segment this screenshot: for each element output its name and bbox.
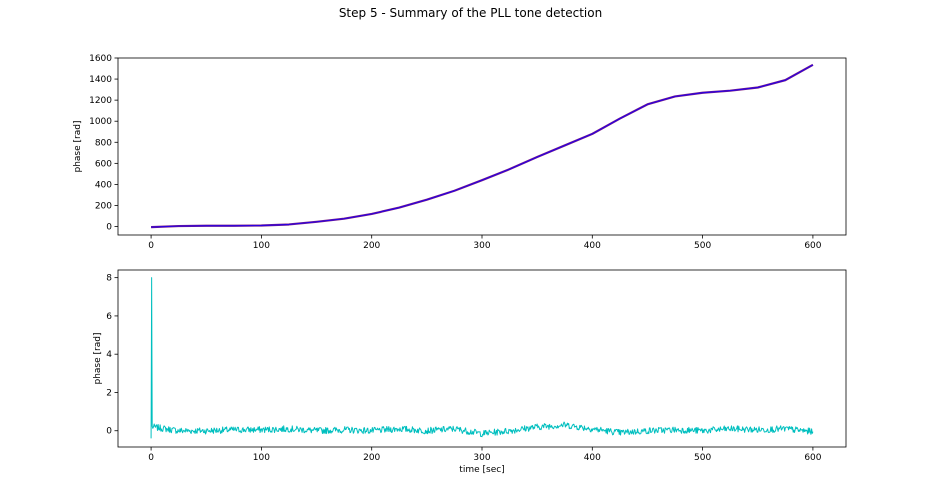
y-tick-label: 400 bbox=[95, 180, 112, 190]
x-tick-label: 100 bbox=[253, 453, 270, 463]
x-tick-label: 100 bbox=[253, 241, 270, 251]
y-tick-label: 1000 bbox=[89, 117, 112, 127]
figure-title: Step 5 - Summary of the PLL tone detecti… bbox=[338, 6, 603, 20]
x-tick-label: 400 bbox=[584, 241, 601, 251]
subplot-1: 0 100 200 300 400 500 600 0 200 400 600 800 1000 1200… bbox=[73, 54, 847, 251]
x-tick-label: 600 bbox=[804, 453, 821, 463]
x-tick-label: 300 bbox=[473, 241, 490, 251]
axes-frame bbox=[117, 57, 847, 236]
subplot-2: 0 100 200 300 400 500 600 0 2 4 6 8 phase [rad] time … bbox=[93, 269, 847, 475]
x-tick-label: 500 bbox=[694, 453, 711, 463]
axes-frame bbox=[117, 269, 847, 448]
y-tick-label: 0 bbox=[106, 223, 112, 233]
y-axis-label: phase [rad] bbox=[93, 333, 103, 385]
y-tick-label: 200 bbox=[95, 202, 112, 212]
y-tick-label: 0 bbox=[106, 427, 112, 437]
x-tick-label: 200 bbox=[363, 241, 380, 251]
x-tick-label: 400 bbox=[584, 453, 601, 463]
x-tick-label: 300 bbox=[473, 453, 490, 463]
y-axis-label: phase [rad] bbox=[73, 121, 83, 173]
y-tick-label: 6 bbox=[106, 312, 112, 322]
series-line bbox=[150, 277, 814, 439]
y-tick-label: 600 bbox=[95, 159, 112, 169]
x-tick-label: 0 bbox=[148, 241, 154, 251]
y-tick-label: 8 bbox=[106, 274, 112, 284]
y-tick-label: 1400 bbox=[89, 75, 112, 85]
series-line bbox=[151, 64, 814, 228]
x-axis-label: time [sec] bbox=[459, 465, 504, 475]
y-tick-label: 1600 bbox=[89, 54, 112, 64]
y-tick-label: 1200 bbox=[89, 96, 112, 106]
y-tick-label: 800 bbox=[95, 138, 112, 148]
y-tick-label: 4 bbox=[106, 350, 112, 360]
y-tick-label: 2 bbox=[106, 388, 112, 398]
x-tick-label: 500 bbox=[694, 241, 711, 251]
series-line-overlay bbox=[151, 63, 814, 229]
x-tick-label: 0 bbox=[148, 453, 154, 463]
x-tick-label: 600 bbox=[804, 241, 821, 251]
x-tick-label: 200 bbox=[363, 453, 380, 463]
